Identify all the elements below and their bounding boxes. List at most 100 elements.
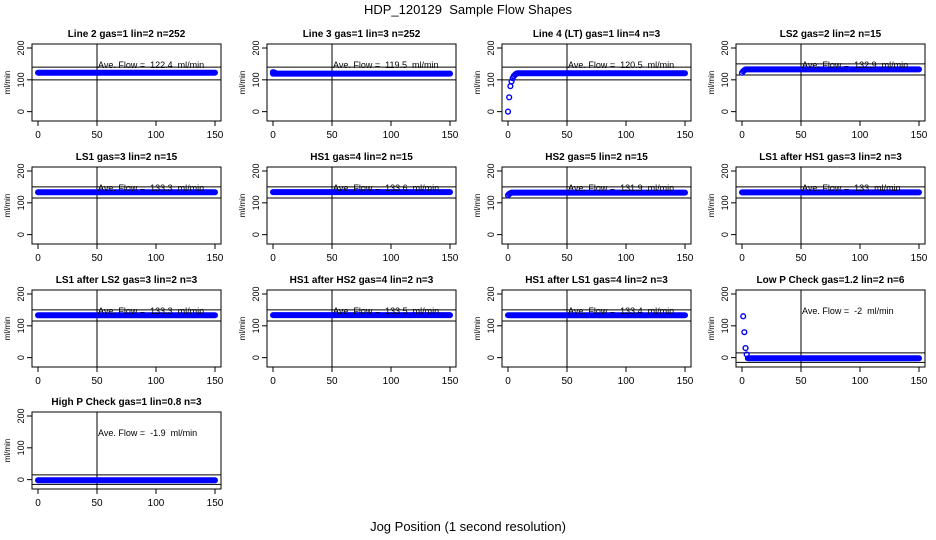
panel-frame — [266, 166, 457, 245]
x-tick-label: 0 — [505, 130, 511, 141]
x-tick-label: 0 — [270, 130, 276, 141]
data-point — [507, 190, 514, 197]
y-axis-label: ml/min — [473, 194, 482, 218]
data-point — [504, 108, 512, 115]
y-axis-label: ml/min — [473, 71, 482, 95]
data-point — [742, 344, 749, 352]
panel-7: HS2 gas=5 lin=2 n=15 0 100 200 ml/min 0 50 100 1… — [473, 152, 694, 264]
average-flow-annotation: Ave. Flow = 119.5 ml/min — [333, 60, 438, 70]
y-tick-label: 200 — [16, 163, 26, 178]
panel-frame — [735, 43, 926, 122]
panel-frame — [501, 43, 692, 122]
y-tick-label: 100 — [16, 440, 26, 455]
y-axis-label: ml/min — [238, 71, 247, 95]
x-tick-label: 50 — [326, 130, 338, 141]
panel-title: LS1 after LS2 gas=3 lin=2 n=3 — [56, 275, 198, 286]
y-tick-label: 200 — [16, 286, 26, 301]
y-tick-label: 0 — [16, 355, 26, 360]
y-tick-label: 200 — [720, 40, 730, 55]
y-tick-label: 0 — [720, 232, 730, 237]
panel-title: LS1 after HS1 gas=3 lin=2 n=3 — [759, 152, 902, 163]
x-tick-label: 50 — [326, 253, 338, 264]
x-tick-label: 100 — [383, 376, 400, 387]
x-tick-label: 0 — [35, 253, 41, 264]
y-axis-label: ml/min — [3, 194, 12, 218]
data-point — [272, 70, 279, 77]
panel-title: Line 3 gas=1 lin=3 n=252 — [303, 29, 421, 40]
panel-frame — [266, 289, 457, 368]
average-flow-annotation: Ave. Flow = 131.9 ml/min — [568, 183, 674, 193]
x-tick-label: 150 — [677, 376, 694, 387]
panel-title: HS1 after LS1 gas=4 lin=2 n=3 — [525, 275, 668, 286]
x-tick-label: 150 — [911, 253, 928, 264]
average-flow-annotation: Ave. Flow = 122.4 ml/min — [98, 60, 204, 70]
x-tick-label: 100 — [148, 376, 165, 387]
y-tick-label: 200 — [486, 163, 496, 178]
x-tick-label: 150 — [442, 253, 459, 264]
average-flow-annotation: Ave. Flow = 132.9 ml/min — [802, 60, 908, 70]
x-tick-label: 150 — [911, 376, 928, 387]
x-tick-label: 100 — [618, 376, 635, 387]
panel-5: LS1 gas=3 lin=2 n=15 0 100 200 ml/min 0 50 100 1… — [3, 152, 224, 264]
x-tick-label: 150 — [207, 498, 224, 509]
x-tick-label: 100 — [852, 376, 869, 387]
data-point — [507, 83, 514, 90]
y-tick-label: 100 — [16, 318, 26, 333]
panel-title: LS1 gas=3 lin=2 n=15 — [76, 152, 178, 163]
x-tick-label: 150 — [677, 130, 694, 141]
panel-3: Line 4 (LT) gas=1 lin=4 n=3 0 100 200 ml/min… — [473, 29, 694, 141]
panel-frame — [501, 166, 692, 245]
y-axis-label: ml/min — [238, 194, 247, 218]
x-tick-label: 0 — [35, 498, 41, 509]
panel-title: HS2 gas=5 lin=2 n=15 — [545, 152, 648, 163]
y-axis-label: ml/min — [238, 317, 247, 341]
y-axis-label: ml/min — [3, 71, 12, 95]
y-tick-label: 200 — [720, 163, 730, 178]
x-tick-label: 100 — [618, 253, 635, 264]
panel-title: Low P Check gas=1.2 lin=2 n=6 — [757, 275, 905, 286]
x-tick-label: 0 — [35, 130, 41, 141]
panel-frame — [31, 43, 222, 122]
y-tick-label: 200 — [16, 40, 26, 55]
x-tick-label: 50 — [795, 253, 807, 264]
y-tick-label: 0 — [720, 355, 730, 360]
x-tick-label: 100 — [383, 253, 400, 264]
panel-frame — [501, 289, 692, 368]
y-axis-label: ml/min — [3, 439, 12, 463]
x-tick-label: 50 — [561, 253, 573, 264]
panel-title: LS2 gas=2 lin=2 n=15 — [780, 29, 882, 40]
x-tick-label: 0 — [739, 130, 745, 141]
x-tick-label: 50 — [326, 376, 338, 387]
x-tick-label: 100 — [148, 130, 165, 141]
x-tick-label: 0 — [270, 376, 276, 387]
panel-frame — [735, 166, 926, 245]
figure-title: HDP_120129 Sample Flow Shapes — [363, 2, 573, 17]
x-tick-label: 50 — [561, 130, 573, 141]
y-tick-label: 0 — [486, 232, 496, 237]
panel-1: Line 2 gas=1 lin=2 n=252 0 100 200 ml/min 0 50… — [3, 29, 224, 141]
x-tick-label: 0 — [739, 376, 745, 387]
y-tick-label: 0 — [486, 109, 496, 114]
average-flow-annotation: Ave. Flow = 133.4 ml/min — [568, 306, 674, 316]
x-tick-label: 50 — [561, 376, 573, 387]
figure-x-axis-label: Jog Position (1 second resolution) — [370, 519, 566, 534]
x-tick-label: 50 — [795, 130, 807, 141]
y-tick-label: 0 — [720, 109, 730, 114]
y-tick-label: 100 — [486, 195, 496, 210]
panel-13: High P Check gas=1 lin=0.8 n=3 0 100 200 ml/… — [3, 397, 224, 509]
x-tick-label: 150 — [207, 376, 224, 387]
x-tick-label: 100 — [148, 253, 165, 264]
y-tick-label: 200 — [720, 286, 730, 301]
y-tick-label: 0 — [251, 109, 261, 114]
x-tick-label: 0 — [505, 376, 511, 387]
panel-frame — [31, 166, 222, 245]
y-tick-label: 0 — [16, 232, 26, 237]
panel-6: HS1 gas=4 lin=2 n=15 0 100 200 ml/min 0 50 100 1… — [238, 152, 459, 264]
y-tick-label: 0 — [16, 477, 26, 482]
x-tick-label: 100 — [852, 253, 869, 264]
average-flow-annotation: Ave. Flow = 120.5 ml/min — [568, 60, 674, 70]
y-axis-label: ml/min — [707, 317, 716, 341]
y-tick-label: 200 — [486, 286, 496, 301]
panel-10: HS1 after HS2 gas=4 lin=2 n=3 0 100 200 ml/m… — [238, 275, 459, 387]
